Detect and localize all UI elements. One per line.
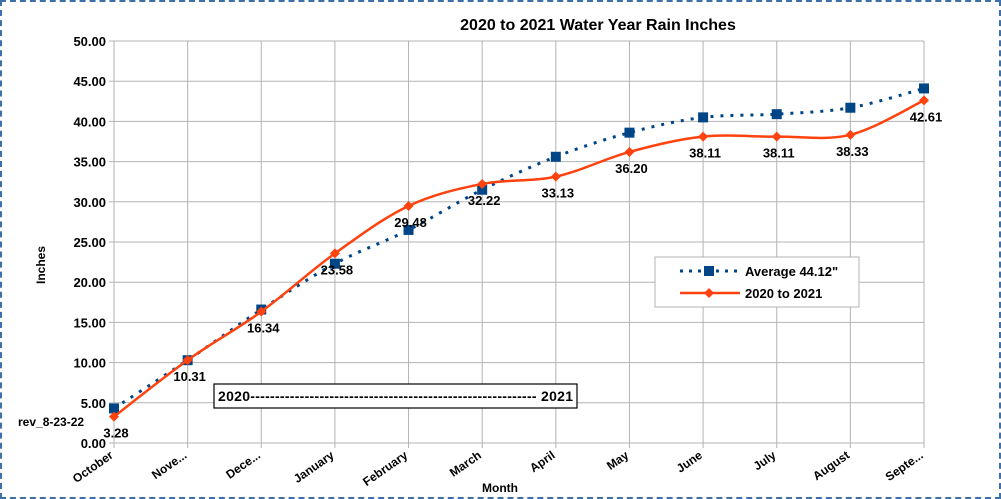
range-box-text: 2020------------------------------------… xyxy=(218,388,573,404)
data-label: 16.34 xyxy=(247,321,280,336)
y-tick-label: 5.00 xyxy=(81,396,106,411)
x-tick-label: March xyxy=(447,448,484,480)
data-label: 10.31 xyxy=(173,369,206,384)
y-tick-label: 15.00 xyxy=(73,315,106,330)
data-label: 38.33 xyxy=(836,144,869,159)
data-point-diamond xyxy=(477,178,488,189)
y-tick-label: 40.00 xyxy=(73,114,106,129)
legend-label-average: Average 44.12" xyxy=(745,264,838,279)
legend-label-actual: 2020 to 2021 xyxy=(745,286,822,301)
data-point-diamond xyxy=(698,131,709,142)
y-tick-label: 45.00 xyxy=(73,74,106,89)
y-axis-label: Inches xyxy=(34,246,48,284)
data-point-diamond xyxy=(329,248,340,259)
data-point-square xyxy=(329,258,340,269)
data-label: 42.61 xyxy=(910,109,943,124)
series-line-actual xyxy=(113,99,925,418)
x-axis-label: Month xyxy=(482,481,518,495)
revision-note: rev_8-23-22 xyxy=(18,415,84,429)
data-point-diamond xyxy=(256,306,267,317)
legend-marker-diamond xyxy=(704,288,714,298)
y-tick-label: 0.00 xyxy=(81,436,106,451)
data-point-diamond xyxy=(845,129,856,140)
legend: Average 44.12" 2020 to 2021 xyxy=(654,256,860,308)
x-tick-label: June xyxy=(674,448,705,476)
data-point-square xyxy=(624,127,635,138)
data-point-square xyxy=(771,109,782,120)
y-tick-label: 20.00 xyxy=(73,275,106,290)
data-point-diamond xyxy=(109,411,119,422)
y-tick-label: 35.00 xyxy=(73,155,106,170)
data-label: 38.11 xyxy=(689,146,721,161)
data-point-square xyxy=(477,184,488,195)
x-tick-label: February xyxy=(360,448,410,489)
data-point-diamond xyxy=(550,171,561,182)
x-tick-label: January xyxy=(291,448,337,486)
data-point-square xyxy=(403,224,414,235)
data-point-square xyxy=(845,102,856,113)
x-tick-label: July xyxy=(751,448,779,473)
x-tick-label: October xyxy=(70,448,116,486)
data-point-diamond xyxy=(182,355,193,366)
data-point-square xyxy=(919,83,929,94)
data-label: 23.58 xyxy=(321,262,354,277)
x-tick-label: Nove... xyxy=(149,448,189,482)
x-tick-label: April xyxy=(527,448,557,475)
data-label: 3.28 xyxy=(103,426,128,441)
range-box xyxy=(213,383,578,409)
data-point-square xyxy=(109,403,119,414)
data-point-diamond xyxy=(403,200,414,211)
data-label: 33.13 xyxy=(542,186,575,201)
data-label: 36.20 xyxy=(615,161,648,176)
y-tick-label: 50.00 xyxy=(73,34,106,49)
x-tick-label: May xyxy=(604,448,631,473)
data-point-square xyxy=(698,112,709,123)
data-label: 29.48 xyxy=(394,215,427,230)
chart-title: 2020 to 2021 Water Year Rain Inches xyxy=(460,17,736,34)
data-point-diamond xyxy=(771,131,782,142)
data-label: 32.22 xyxy=(468,193,501,208)
x-tick-label: Dece... xyxy=(223,448,263,482)
x-tick-label: Septe... xyxy=(883,448,926,484)
data-point-diamond xyxy=(624,146,635,157)
y-tick-label: 10.00 xyxy=(73,356,106,371)
data-label: 38.11 xyxy=(763,146,795,161)
y-tick-label: 25.00 xyxy=(73,235,106,250)
data-point-diamond xyxy=(919,95,929,106)
y-tick-label: 30.00 xyxy=(73,195,106,210)
legend-marker-square xyxy=(704,266,714,276)
data-point-square xyxy=(550,151,561,162)
x-tick-label: August xyxy=(810,448,852,483)
